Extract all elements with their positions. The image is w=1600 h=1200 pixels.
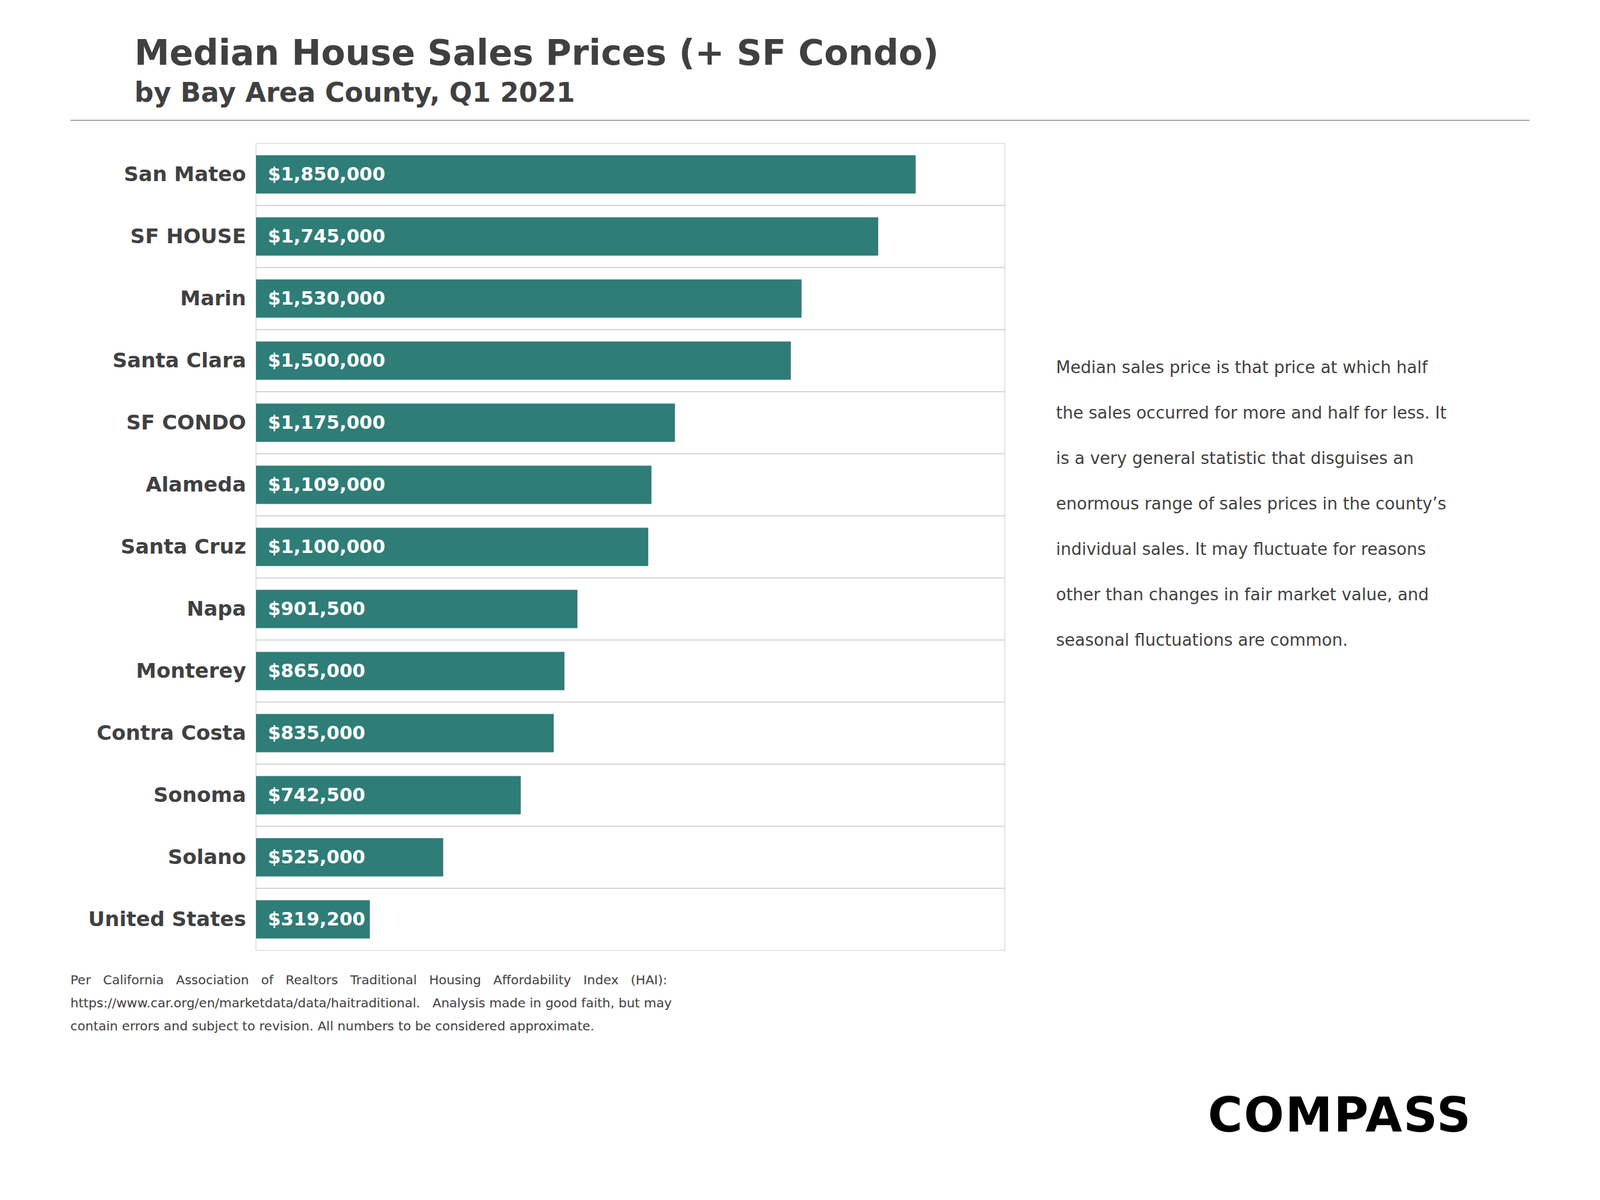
html-text:COMPASS: COMPASS xyxy=(1207,1087,1472,1143)
svg-text:$742,500: $742,500 xyxy=(268,784,366,806)
svg-text:San Mateo: San Mateo xyxy=(124,161,247,187)
svg-text:SF HOUSE: SF HOUSE xyxy=(130,224,247,249)
html-text:the sales occurred for more an: the sales occurred for more and half for… xyxy=(1056,403,1447,423)
html-text:enormous range of sales prices: enormous range of sales prices in the co… xyxy=(1056,494,1447,514)
svg-text:$1,530,000: $1,530,000 xyxy=(268,287,386,310)
svg-text:Napa: Napa xyxy=(186,596,247,621)
svg-text:United States: United States xyxy=(88,906,247,932)
svg-text:Sonoma: Sonoma xyxy=(153,782,247,808)
svg-text:$901,500: $901,500 xyxy=(268,597,366,620)
svg-text:$1,100,000: $1,100,000 xyxy=(268,535,386,558)
html-text:seasonal fluctuations are comm: seasonal fluctuations are common. xyxy=(1056,630,1348,650)
svg-text:Santa Clara: Santa Clara xyxy=(112,348,247,373)
svg-text:$319,200: $319,200 xyxy=(268,908,366,930)
svg-text:Marin: Marin xyxy=(180,286,247,311)
html-text:individual sales. It may fluct: individual sales. It may fluctuate for r… xyxy=(1056,539,1426,559)
svg-text:Monterey: Monterey xyxy=(136,658,247,683)
svg-text:SF CONDO: SF CONDO xyxy=(126,410,246,435)
svg-text:$1,850,000: $1,850,000 xyxy=(268,163,386,185)
html-text:https://www.car.org/en/marketd: https://www.car.org/en/marketdata/data/h… xyxy=(70,995,672,1011)
svg-text:$835,000: $835,000 xyxy=(268,721,366,744)
svg-text:$1,109,000: $1,109,000 xyxy=(268,473,386,496)
html-text:other than changes in fair mar: other than changes in fair market value,… xyxy=(1056,584,1429,605)
svg-text:Alameda: Alameda xyxy=(145,472,247,497)
svg-text:$525,000: $525,000 xyxy=(268,846,366,868)
html-text:is a very general statistic th: is a very general statistic that disguis… xyxy=(1056,448,1414,468)
html-text:Median sales price is that pri: Median sales price is that price at whic… xyxy=(1056,357,1428,377)
svg-text:$1,175,000: $1,175,000 xyxy=(268,411,386,434)
svg-text:$865,000: $865,000 xyxy=(268,659,366,682)
html-text:Median House Sales Prices (+ S: Median House Sales Prices (+ SF Condo) xyxy=(134,32,939,73)
svg-text:Santa Cruz: Santa Cruz xyxy=(120,534,246,559)
svg-text:Contra Costa: Contra Costa xyxy=(96,720,246,745)
svg-text:Solano: Solano xyxy=(167,844,246,870)
html-text:by Bay Area County, Q1 2021: by Bay Area County, Q1 2021 xyxy=(134,76,576,109)
svg-text:$1,500,000: $1,500,000 xyxy=(268,349,386,372)
svg-text:$1,745,000: $1,745,000 xyxy=(268,225,386,248)
html-text:contain errors and subject to: contain errors and subject to revision. … xyxy=(70,1018,595,1034)
html-text:Per California Association of: Per California Association of Realtors T… xyxy=(70,972,668,988)
